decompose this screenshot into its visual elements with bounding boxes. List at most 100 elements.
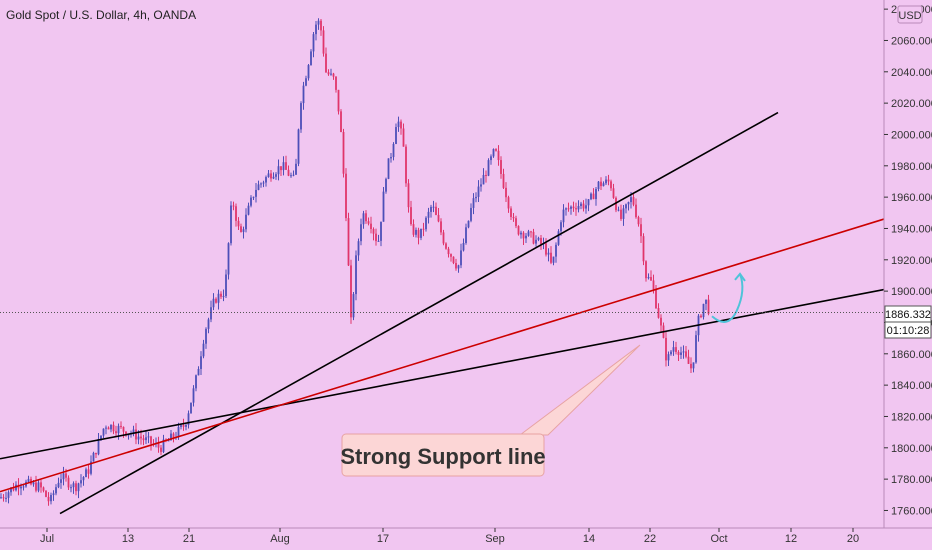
x-tick-label: Jul [40, 533, 54, 545]
candle-body [475, 196, 477, 199]
candle-body [230, 205, 232, 244]
candle-body [300, 103, 302, 130]
candle-body [5, 497, 7, 499]
candle-body [540, 237, 542, 245]
candle-body [82, 477, 85, 481]
candle-body [630, 197, 632, 203]
candle-body [667, 354, 670, 361]
candle-body [502, 173, 505, 188]
price-axis[interactable]: 1760.000 1780.000 1800.000 1820.000 1840.000… [884, 4, 932, 517]
candle-body [620, 209, 622, 219]
candle-body [560, 222, 562, 232]
countdown-tag [884, 321, 932, 339]
candle-body [135, 429, 137, 440]
candle-body [137, 436, 140, 440]
candle-body [382, 191, 385, 222]
candle-body [220, 293, 222, 297]
candle-body [75, 483, 77, 492]
candle-body [487, 160, 490, 176]
x-tick-label: 22 [644, 533, 656, 545]
candle-body [562, 209, 565, 223]
candle-body [492, 149, 495, 157]
candle-body [287, 169, 290, 176]
candle-body [70, 487, 72, 489]
candle-body [702, 303, 705, 318]
candle-body [450, 254, 452, 257]
candle-body [677, 351, 680, 355]
candle-body [452, 256, 455, 264]
candle-body [612, 188, 615, 198]
candle-body [657, 308, 660, 318]
candle-body [592, 193, 595, 200]
candle-body [340, 111, 342, 133]
candle-body [580, 203, 582, 207]
x-tick-label: Sep [485, 533, 505, 545]
candle-body [92, 452, 95, 462]
trendlines [0, 111, 885, 515]
candle-body [685, 351, 687, 357]
candle-body [242, 229, 245, 232]
candle-body [607, 179, 610, 182]
candle-body [647, 277, 650, 279]
currency-badge[interactable] [897, 5, 923, 24]
candle-body [407, 183, 410, 208]
candle-body [467, 220, 470, 228]
y-tick-label: 1960.000 [891, 192, 932, 204]
time-axis[interactable]: Jul 13 21 Aug 17 Sep 14 22 Oct 12 20 [40, 528, 859, 545]
candle-body [520, 232, 522, 235]
candle-body [140, 436, 142, 439]
candle-body [637, 217, 640, 225]
candle-body [500, 160, 502, 174]
candle-body [687, 356, 690, 364]
candle-body [107, 427, 110, 430]
y-tick-label: 2020.000 [891, 98, 932, 110]
candle-body [515, 218, 517, 227]
candle-body [237, 220, 240, 227]
x-tick-label: 12 [785, 533, 797, 545]
candle-body [497, 150, 500, 161]
candle-body [167, 440, 170, 442]
candle-body [547, 252, 550, 255]
candle-body [370, 223, 372, 230]
y-tick-label: 1980.000 [891, 161, 932, 173]
candle-body [77, 483, 80, 492]
candle-body [347, 218, 350, 266]
candle-body [215, 298, 217, 303]
candle-body [585, 205, 587, 209]
candle-body [545, 243, 547, 255]
candle-body [297, 129, 300, 164]
callout-box [341, 433, 545, 477]
candle-body [265, 177, 267, 183]
candle-body [552, 256, 555, 263]
candle-body [10, 487, 12, 493]
candle-body [232, 205, 235, 207]
candle-body [100, 435, 102, 440]
candle-body [372, 229, 375, 234]
candle-body [280, 166, 282, 171]
candle-body [205, 328, 207, 344]
x-tick-label: Aug [270, 533, 290, 545]
candle-body [627, 202, 630, 205]
candle-body [642, 236, 645, 262]
support-line[interactable] [0, 288, 885, 460]
red-trendline[interactable] [0, 218, 885, 493]
candle-body [410, 207, 412, 225]
y-tick-label: 1800.000 [891, 443, 932, 455]
candle-body [2, 497, 5, 499]
candle-body [485, 174, 487, 176]
candle-body [257, 184, 260, 190]
candle-body [227, 243, 230, 275]
candle-body [85, 469, 87, 478]
candle-body [510, 208, 512, 217]
x-tick-label: 17 [377, 533, 389, 545]
long-trendline[interactable] [59, 111, 779, 515]
candle-body [617, 209, 620, 211]
candle-body [252, 196, 255, 198]
candle-body [682, 351, 685, 353]
candle-body [570, 206, 572, 209]
y-tick-label: 1760.000 [891, 505, 932, 517]
candle-body [235, 206, 237, 221]
candle-body [650, 277, 652, 281]
candle-body [132, 429, 135, 434]
